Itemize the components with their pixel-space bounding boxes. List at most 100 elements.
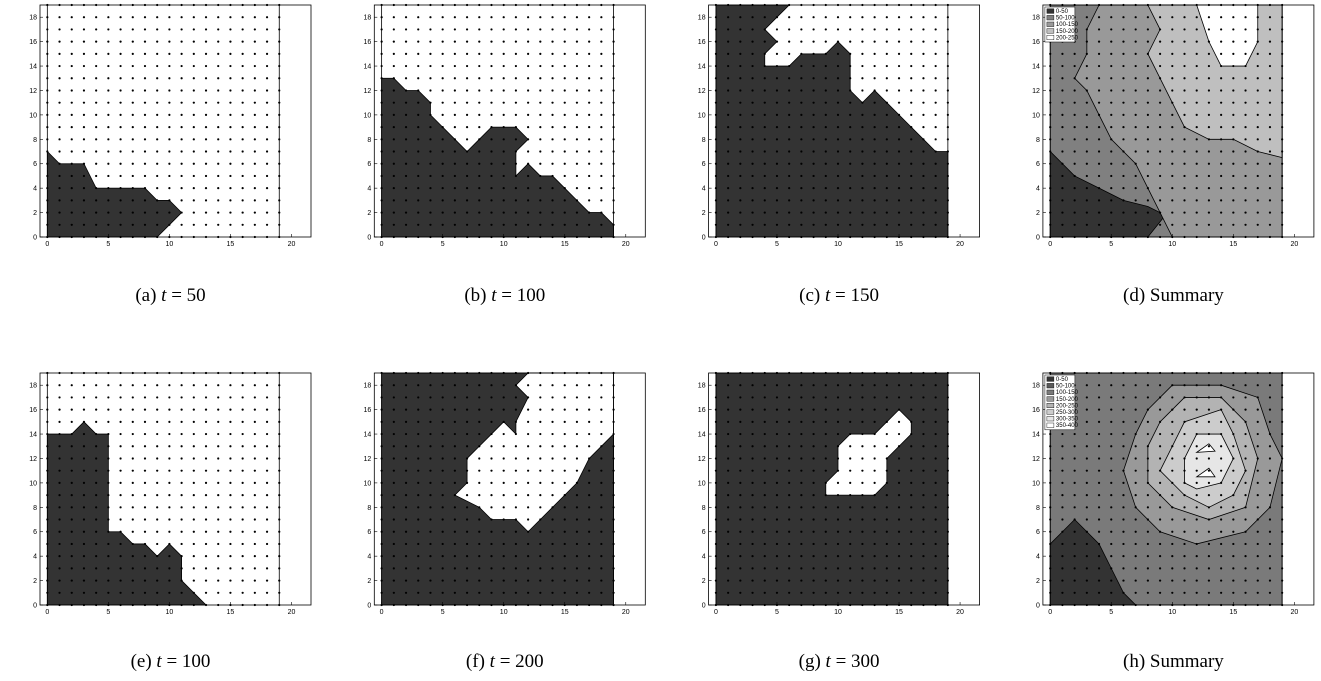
node-dot [46, 40, 49, 43]
node-dot [1122, 16, 1125, 19]
node-dot [278, 138, 281, 141]
node-dot [946, 494, 949, 497]
node-dot [1281, 555, 1284, 558]
node-dot [204, 579, 208, 582]
node-dot [490, 469, 493, 472]
node-dot [563, 506, 566, 509]
node-dot [1244, 420, 1247, 423]
node-dot [1220, 396, 1223, 399]
node-dot [897, 199, 901, 202]
node-dot [1073, 113, 1076, 116]
region [1195, 443, 1216, 453]
node-dot [253, 384, 256, 387]
caption-var: t [156, 651, 162, 672]
node-dot [1158, 542, 1162, 546]
node-dot [1110, 420, 1113, 423]
node-dot [241, 211, 244, 214]
node-dot [46, 113, 49, 116]
node-dot [168, 457, 171, 460]
node-dot [180, 211, 183, 214]
node-dot [1256, 199, 1259, 202]
node-dot [1232, 408, 1235, 411]
node-dot [168, 506, 171, 509]
node-dot [836, 555, 840, 558]
node-dot [1061, 567, 1064, 570]
node-dot [1134, 223, 1137, 226]
node-dot [1244, 162, 1247, 165]
node-dot [873, 126, 876, 129]
node-dot [265, 542, 269, 546]
node-dot [204, 420, 208, 423]
node-dot [502, 113, 505, 116]
node-dot [404, 89, 408, 92]
node-dot [1268, 211, 1272, 214]
node-dot [861, 469, 864, 472]
node-dot [119, 567, 122, 570]
node-dot [539, 518, 542, 521]
node-dot [168, 579, 171, 582]
node-dot [751, 138, 754, 141]
node-dot [392, 162, 395, 165]
node-dot [229, 384, 232, 387]
node-dot [1146, 457, 1149, 460]
node-dot [1183, 16, 1186, 19]
legend-label: 50-100 [1056, 16, 1075, 22]
node-dot [800, 174, 803, 178]
node-dot [192, 481, 195, 484]
node-dot [763, 384, 766, 387]
node-dot [1220, 445, 1223, 448]
node-dot [265, 432, 269, 436]
node-dot [946, 174, 949, 178]
node-dot [575, 506, 579, 509]
node-dot [229, 481, 232, 484]
node-dot [514, 445, 518, 448]
node-dot [453, 199, 456, 202]
node-dot [1220, 150, 1223, 153]
node-dot [1097, 567, 1101, 570]
node-dot [1183, 542, 1186, 546]
node-dot [429, 89, 432, 92]
node-dot [551, 199, 554, 202]
node-dot [751, 64, 754, 68]
node-dot [168, 28, 171, 31]
node-dot [922, 469, 925, 472]
x-tick-label: 0 [45, 241, 49, 248]
node-dot [1220, 420, 1223, 423]
node-dot [727, 28, 730, 31]
node-dot [465, 40, 469, 43]
node-dot [204, 113, 208, 116]
node-dot [727, 89, 730, 92]
node-dot [812, 530, 815, 533]
node-dot [156, 396, 159, 399]
node-dot [453, 555, 456, 558]
node-dot [278, 113, 281, 116]
node-dot [241, 420, 244, 423]
node-dot [229, 579, 232, 582]
node-dot [465, 150, 469, 153]
node-dot [897, 445, 901, 448]
node-dot [1220, 138, 1223, 141]
node-dot [612, 113, 615, 116]
node-dot [1061, 113, 1064, 116]
node-dot [763, 494, 766, 497]
node-dot [1158, 150, 1162, 153]
node-dot [563, 28, 566, 31]
node-dot [788, 28, 791, 31]
node-dot [119, 162, 122, 165]
x-tick-label: 5 [106, 241, 110, 248]
node-dot [1268, 506, 1272, 509]
node-dot [1158, 579, 1162, 582]
node-dot [897, 162, 901, 165]
node-dot [575, 52, 579, 55]
node-dot [107, 52, 110, 55]
node-dot [392, 16, 395, 19]
node-dot [119, 126, 122, 129]
node-dot [1232, 420, 1235, 423]
node-dot [824, 89, 827, 92]
node-dot [751, 567, 754, 570]
axes-box [373, 4, 646, 238]
node-dot [204, 28, 208, 31]
node-dot [775, 396, 779, 399]
node-dot [1244, 579, 1247, 582]
